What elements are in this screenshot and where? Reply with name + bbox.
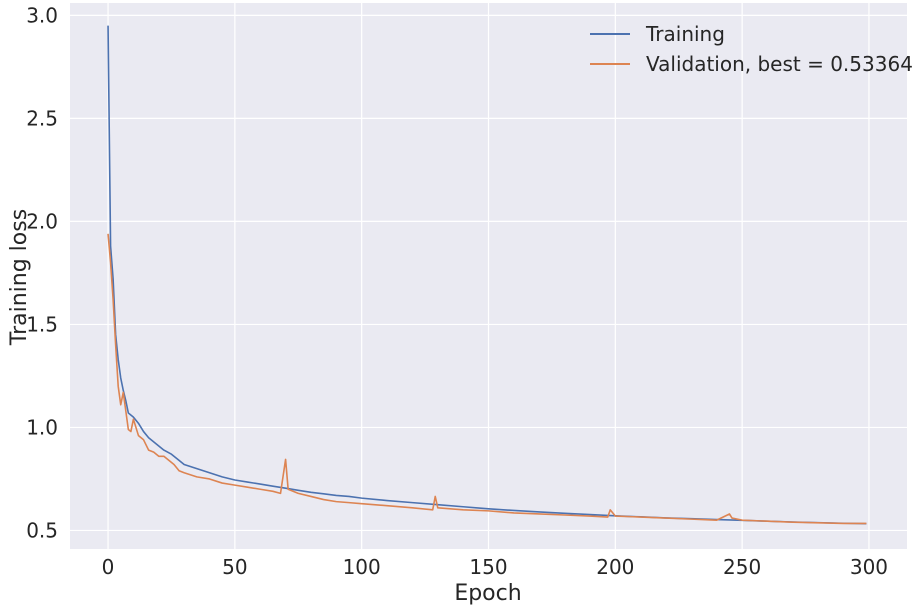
x-tick-label: 200 — [596, 555, 634, 579]
y-tick-label: 1.5 — [26, 312, 58, 336]
x-tick-label: 100 — [343, 555, 381, 579]
grid-lines — [70, 3, 907, 549]
y-axis-ticks: 0.5 1.0 1.5 2.0 2.5 3.0 — [26, 3, 58, 542]
y-axis-label: Training loss — [7, 209, 32, 346]
y-tick-label: 2.5 — [26, 106, 58, 130]
legend: Training Validation, best = 0.533645 — [590, 22, 912, 76]
y-tick-label: 0.5 — [26, 518, 58, 542]
y-tick-label: 2.0 — [26, 209, 58, 233]
y-tick-label: 3.0 — [26, 3, 58, 27]
x-tick-label: 300 — [850, 555, 888, 579]
legend-entry: Training — [645, 22, 725, 46]
series-line-validation — [107, 233, 867, 525]
y-tick-label: 1.0 — [26, 415, 58, 439]
series-layer — [107, 25, 867, 525]
x-axis-label: Epoch — [454, 581, 521, 606]
x-tick-label: 50 — [222, 555, 247, 579]
legend-entry: Validation, best = 0.533645 — [646, 52, 912, 76]
x-tick-label: 150 — [469, 555, 507, 579]
x-tick-label: 0 — [102, 555, 115, 579]
x-tick-label: 250 — [723, 555, 761, 579]
x-axis-ticks: 0 50 100 150 200 250 300 — [102, 555, 888, 579]
